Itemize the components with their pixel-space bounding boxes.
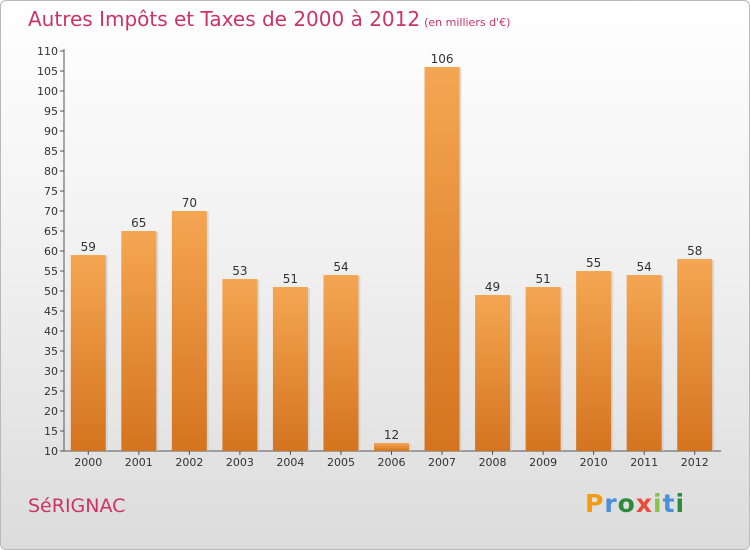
y-tick-label: 85 [44,145,58,158]
bar-value-label: 65 [131,216,146,230]
proxiti-logo: Proxiti [585,489,685,518]
logo-letter: t [662,489,676,518]
y-tick-label: 70 [44,205,58,218]
y-tick-label: 55 [44,265,58,278]
y-tick-label: 25 [44,385,58,398]
bars: 59 65 70 53 51 54 12 106 49 51 55 54 58 [70,52,715,451]
bar [576,271,612,451]
bar-value-label: 59 [81,240,96,254]
y-tick-label: 40 [44,325,58,338]
y-tick-label: 15 [44,425,58,438]
bar [171,211,207,451]
bar [323,275,359,451]
y-tick-label: 20 [44,405,58,418]
x-tick-label: 2002 [175,456,203,469]
chart-title: Autres Impôts et Taxes de 2000 à 2012 (en… [28,7,510,31]
x-tick-label: 2008 [479,456,507,469]
y-tick-label: 65 [44,225,58,238]
logo-letter: i [653,489,663,518]
x-tick-label: 2000 [74,456,102,469]
y-tick-label: 75 [44,185,58,198]
x-tick-label: 2004 [276,456,304,469]
y-tick-label: 90 [44,125,58,138]
logo-letter: o [617,489,636,518]
y-tick-label: 80 [44,165,58,178]
y-tick-label: 105 [37,65,58,78]
y-tick-label: 110 [37,45,58,58]
x-tick-label: 2011 [630,456,658,469]
logo-letter: P [585,489,605,518]
bar [475,295,511,451]
y-tick-label: 30 [44,365,58,378]
chart-subtitle: (en milliers d'€) [424,16,511,29]
bar-value-label: 51 [283,272,298,286]
y-tick-label: 50 [44,285,58,298]
x-tick-label: 2007 [428,456,456,469]
chart-title-text: Autres Impôts et Taxes de 2000 à 2012 [28,7,421,31]
bar [222,279,258,451]
bar-value-label: 53 [232,264,247,278]
logo-letter: i [675,489,686,518]
bar [424,67,460,451]
logo-letter: r [604,489,618,518]
bar [626,275,662,451]
y-tick-label: 95 [44,105,58,118]
x-tick-label: 2009 [529,456,557,469]
bar [70,255,106,451]
x-tick-label: 2003 [226,456,254,469]
bar-value-label: 54 [637,260,652,274]
bar-value-label: 58 [687,244,702,258]
bar-value-label: 106 [431,52,454,66]
bar-value-label: 70 [182,196,197,210]
y-axis: 10 15 20 25 30 35 40 45 50 55 60 65 70 75 80 85 90 95 100 1… [37,45,65,458]
x-tick-label: 2006 [378,456,406,469]
bar [677,259,713,451]
bar-value-label: 12 [384,428,399,442]
logo-letter: x [635,489,653,518]
bar [121,231,157,451]
bar [525,287,561,451]
bar [374,443,409,451]
bar [272,287,308,451]
y-tick-label: 60 [44,245,58,258]
bar-value-label: 55 [586,256,601,270]
y-tick-label: 35 [44,345,58,358]
x-tick-label: 2012 [681,456,709,469]
x-axis: 2000 2001 2002 2003 2004 2005 2006 2007 2008 2009… [64,450,721,469]
x-tick-label: 2010 [580,456,608,469]
commune-name: SéRIGNAC [28,495,126,517]
y-tick-label: 100 [37,85,58,98]
bar-value-label: 49 [485,280,500,294]
y-tick-label: 45 [44,305,58,318]
bar-value-label: 54 [333,260,348,274]
x-tick-label: 2001 [125,456,153,469]
x-tick-label: 2005 [327,456,355,469]
y-tick-label: 10 [44,445,58,458]
bar-value-label: 51 [535,272,550,286]
